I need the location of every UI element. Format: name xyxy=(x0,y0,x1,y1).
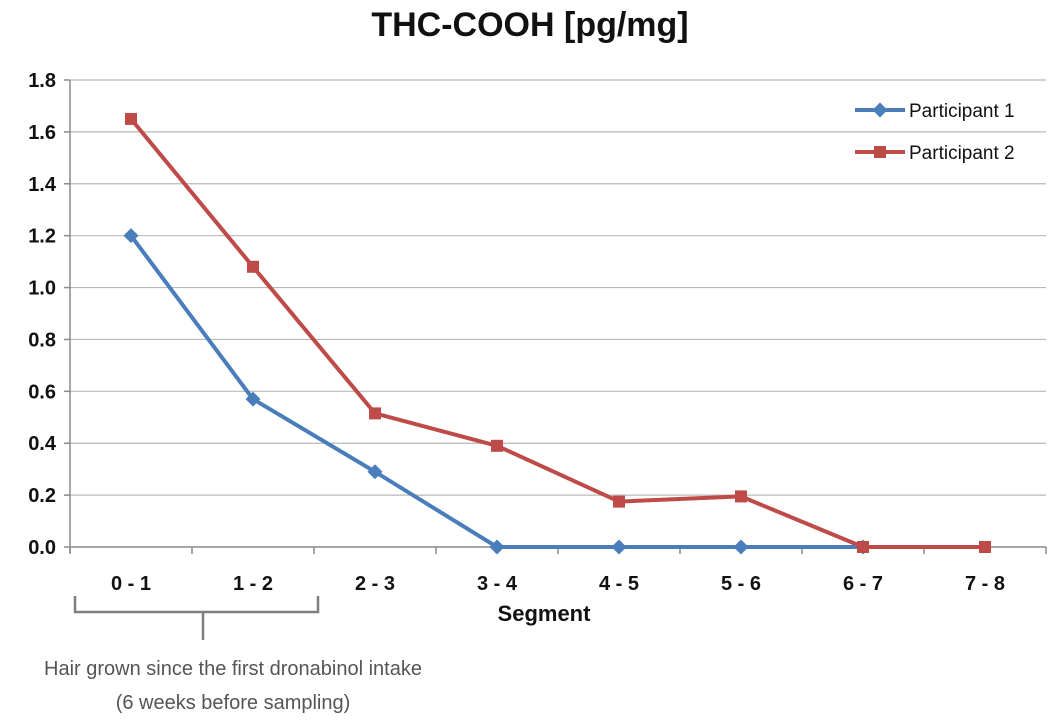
y-tick-label: 0.2 xyxy=(28,485,56,507)
data-point xyxy=(123,228,139,244)
data-point xyxy=(369,407,381,420)
x-tick-label: 5 - 6 xyxy=(721,573,761,595)
gridlines xyxy=(70,79,1046,496)
data-point xyxy=(491,439,503,452)
x-tick-label: 7 - 8 xyxy=(965,573,1005,595)
x-axis-ticks: 0 - 1 1 - 2 2 - 3 3 - 4 4 - 5 5 - 6 6 - 7 7 - 8 xyxy=(69,547,1047,595)
legend-marker xyxy=(872,102,888,118)
x-tick-label: 0 - 1 xyxy=(111,573,151,595)
y-tick-label: 1.8 xyxy=(28,70,56,92)
x-axis-title: Segment xyxy=(498,601,592,626)
legend-label: Participant 1 xyxy=(909,101,1015,122)
x-tick-label: 1 - 2 xyxy=(233,573,273,595)
y-tick-label: 0.0 xyxy=(28,537,56,559)
annotation-line-2: (6 weeks before sampling) xyxy=(116,692,351,714)
y-tick-label: 1.2 xyxy=(28,226,56,248)
data-point xyxy=(979,541,991,553)
legend-label: Participant 2 xyxy=(909,143,1015,164)
series-line xyxy=(129,117,985,549)
data-point xyxy=(735,490,747,503)
data-point xyxy=(247,260,259,273)
x-tick-label: 3 - 4 xyxy=(477,573,518,595)
y-tick-label: 1.0 xyxy=(28,278,56,300)
chart-title: THC-COOH [pg/mg] xyxy=(371,6,688,44)
data-point xyxy=(857,541,869,553)
segment-brace xyxy=(73,596,320,640)
series xyxy=(123,112,991,555)
data-point xyxy=(733,539,749,555)
x-tick-label: 6 - 7 xyxy=(843,573,883,595)
data-point xyxy=(245,391,261,407)
data-point xyxy=(125,112,137,125)
legend-marker xyxy=(874,146,886,158)
y-axis-ticks: 0.0 0.2 0.4 0.6 0.8 1.0 1.2 1.4 1.6 1.8 xyxy=(28,70,70,559)
x-tick-label: 2 - 3 xyxy=(355,573,395,595)
series-2 xyxy=(125,112,991,553)
y-tick-label: 0.6 xyxy=(28,381,56,403)
y-tick-label: 1.6 xyxy=(28,122,56,144)
y-tick-label: 0.4 xyxy=(28,433,57,455)
legend-item: Participant 1 xyxy=(855,101,1015,122)
data-point xyxy=(489,539,505,555)
data-point xyxy=(613,495,625,508)
data-point xyxy=(367,464,383,480)
y-tick-label: 1.4 xyxy=(28,174,57,196)
y-tick-label: 0.8 xyxy=(28,329,56,351)
x-tick-label: 4 - 5 xyxy=(599,573,639,595)
data-point xyxy=(611,539,627,555)
annotation: Hair grown since the first dronabinol in… xyxy=(44,596,422,714)
legend-item: Participant 2 xyxy=(855,143,1015,164)
annotation-line-1: Hair grown since the first dronabinol in… xyxy=(44,658,422,680)
legend: Participant 1 Participant 2 xyxy=(855,101,1015,164)
